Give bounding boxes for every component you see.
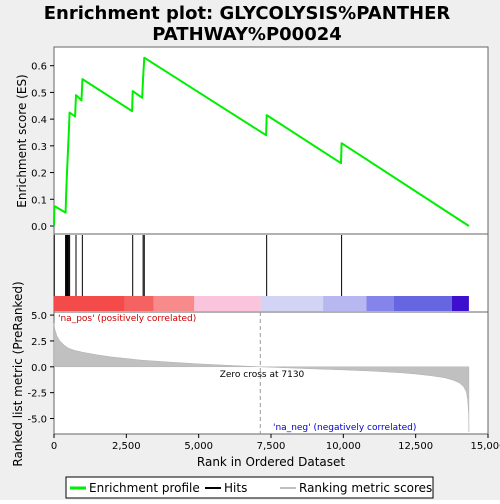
rank-color-band	[261, 296, 323, 311]
es-y-tick-label: 0.0	[31, 222, 47, 233]
neg-correlated-label: 'na_neg' (negatively correlated)	[273, 423, 416, 433]
metric-y-axis-label: Ranked list metric (PreRanked)	[11, 281, 25, 466]
rank-color-band	[54, 296, 125, 311]
es-y-tick-label: 0.2	[31, 169, 47, 180]
es-y-tick-label: 0.6	[31, 62, 47, 73]
x-tick-label: 5,000	[184, 441, 213, 452]
x-axis-label: Rank in Ordered Dataset	[197, 455, 345, 469]
rank-color-band	[125, 296, 154, 311]
x-tick-label: 10,000	[326, 441, 361, 452]
x-tick-label: 7,500	[257, 441, 286, 452]
es-y-tick-label: 0.5	[31, 88, 47, 99]
es-plot-area	[54, 47, 488, 234]
es-y-tick-label: 0.1	[31, 195, 47, 206]
metric-y-tick-label: 0.0	[31, 363, 47, 374]
x-tick-label: 2,500	[112, 441, 141, 452]
zero-cross-label: Zero cross at 7130	[220, 370, 305, 380]
metric-y-tick-label: 2.5	[31, 337, 47, 348]
rank-color-band	[323, 296, 366, 311]
legend-label-hits: Hits	[224, 481, 247, 495]
rank-color-band	[394, 296, 452, 311]
metric-y-tick-label: -2.5	[27, 389, 47, 400]
es-y-tick-label: 0.4	[31, 115, 47, 126]
rank-color-band	[194, 296, 261, 311]
x-tick-label: 0	[51, 441, 57, 452]
x-tick-label: 12,500	[398, 441, 433, 452]
metric-y-tick-label: -5.0	[27, 414, 47, 425]
es-y-axis-label: Enrichment score (ES)	[15, 74, 29, 207]
chart-title-line2: PATHWAY%P00024	[152, 24, 342, 45]
rank-color-band	[154, 296, 195, 311]
rank-color-band	[366, 296, 393, 311]
legend-label-ranking: Ranking metric scores	[299, 481, 432, 495]
metric-y-tick-label: 5.0	[31, 311, 47, 322]
chart-title-line1: Enrichment plot: GLYCOLYSIS%PANTHER	[44, 3, 451, 24]
pos-correlated-label: 'na_pos' (positively correlated)	[58, 314, 196, 324]
x-tick-label: 15,000	[471, 441, 500, 452]
es-y-tick-label: 0.3	[31, 142, 47, 153]
legend-label-enrichment: Enrichment profile	[89, 481, 200, 495]
rank-color-band	[452, 296, 469, 311]
